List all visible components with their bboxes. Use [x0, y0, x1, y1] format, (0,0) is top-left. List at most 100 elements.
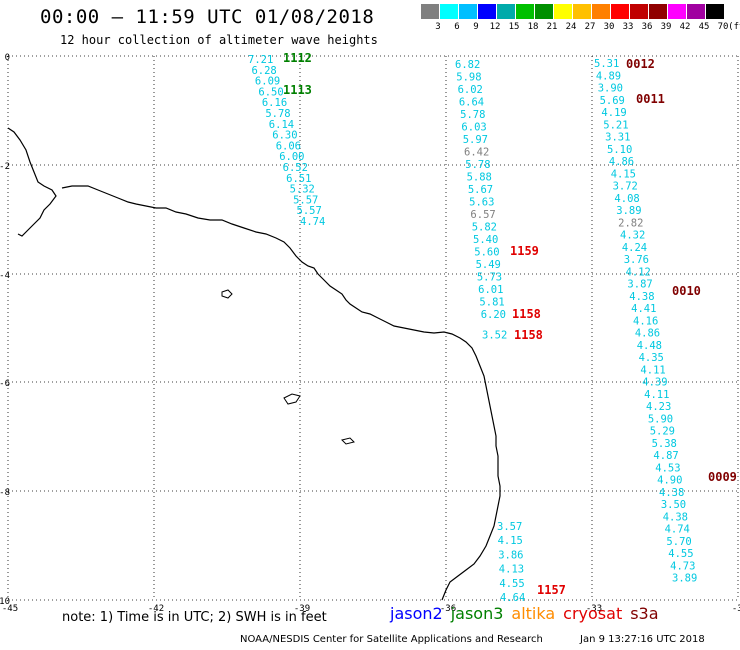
- y-tick-label: -6: [0, 379, 10, 389]
- x-tick-label: -45: [2, 604, 18, 614]
- swh-value: 3.52: [482, 330, 507, 342]
- color-swatch: [592, 4, 611, 19]
- color-scale-label: 33: [622, 22, 634, 32]
- pass-time-label: 1158: [514, 328, 543, 342]
- color-swatch: [706, 4, 725, 19]
- pass-time-label: 1112: [283, 51, 312, 65]
- swh-value: 5.88: [467, 172, 492, 184]
- swh-value: 6.02: [458, 84, 483, 96]
- color-scale-label: 15: [508, 22, 520, 32]
- swh-value: 6.57: [470, 209, 495, 221]
- swh-value: 4.38: [663, 511, 688, 523]
- footer-generated-date: Jan 9 13:27:16 UTC 2018: [580, 634, 705, 645]
- y-tick-label: -8: [0, 488, 10, 498]
- swh-value: 6.30: [272, 130, 297, 142]
- pass-time-label: 0010: [672, 284, 701, 298]
- swh-value: 5.10: [607, 144, 632, 156]
- swh-value: 5.40: [473, 234, 498, 246]
- color-swatch: [535, 4, 554, 19]
- pass-time-label: 0011: [636, 92, 665, 106]
- swh-value: 6.42: [464, 147, 489, 159]
- color-swatch: [516, 4, 535, 19]
- swh-value: 5.60: [474, 247, 499, 259]
- island-small-3: [341, 437, 355, 445]
- color-swatch: [421, 4, 440, 19]
- swh-value: 6.28: [251, 65, 276, 77]
- pass-time-label: 1159: [510, 244, 539, 258]
- page-title: 00:00 – 11:59 UTC 01/08/2018: [40, 6, 375, 28]
- swh-value: 7.21: [248, 54, 273, 66]
- color-scale-label: 30: [603, 22, 615, 32]
- swh-value: 3.86: [498, 549, 523, 561]
- swh-value: 5.49: [476, 259, 501, 271]
- pass-time-label: 1113: [283, 83, 312, 97]
- color-swatch: [668, 4, 687, 19]
- swh-value: 5.21: [603, 119, 628, 131]
- swh-value: 4.35: [639, 352, 664, 364]
- swh-value: 5.78: [465, 159, 490, 171]
- swh-value: 5.67: [468, 184, 493, 196]
- swh-value: 4.19: [601, 107, 626, 119]
- x-tick-label: -36: [440, 604, 456, 614]
- color-swatch: [611, 4, 630, 19]
- color-scale-label: 36: [641, 22, 653, 32]
- color-swatch: [687, 4, 706, 19]
- swh-value: 5.38: [652, 438, 677, 450]
- swh-value: 4.55: [668, 548, 693, 560]
- axis-ticks: -45 -42 -39 -36 -33 -30 0 -2 -4 -6 -8 -10: [0, 53, 740, 614]
- swh-value: 4.11: [640, 364, 665, 376]
- swh-value: 5.63: [469, 197, 494, 209]
- coastline: [61, 185, 501, 601]
- legend-entry-altika: altika: [511, 604, 556, 623]
- swh-value: 5.69: [600, 95, 625, 107]
- swh-value: 3.50: [661, 499, 686, 511]
- pass-time-label: 0009: [708, 470, 737, 484]
- color-swatch: [649, 4, 668, 19]
- island-small-2: [283, 393, 301, 405]
- color-scale-label: 39: [660, 22, 672, 32]
- swh-value: 5.78: [265, 108, 290, 120]
- legend-entry-jason3: jason3: [450, 604, 504, 623]
- color-scale-label: 21: [546, 22, 558, 32]
- swh-value: 6.64: [459, 97, 484, 109]
- swh-value: 6.20: [481, 309, 506, 321]
- swh-value: 5.29: [650, 426, 675, 438]
- color-swatch: [440, 4, 459, 19]
- color-scale-label: 18: [527, 22, 539, 32]
- swh-value: 5.82: [472, 222, 497, 234]
- swh-value: 6.01: [478, 284, 503, 296]
- swh-value: 4.24: [622, 242, 647, 254]
- satellite-legend: jason2 jason3 altika cryosat s3a: [390, 604, 667, 623]
- swh-value: 4.41: [631, 303, 656, 315]
- map-note: note: 1) Time is in UTC; 2) SWH is in fe…: [62, 610, 327, 625]
- swh-value: 4.73: [670, 560, 695, 572]
- pass-time-label: 1158: [512, 307, 541, 321]
- footer-credit: NOAA/NESDIS Center for Satellite Applica…: [240, 634, 543, 645]
- swh-value: 4.74: [665, 524, 690, 536]
- color-scale-label: 42: [679, 22, 691, 32]
- color-swatch: [459, 4, 478, 19]
- swh-value: 3.90: [598, 83, 623, 95]
- color-swatch: [630, 4, 649, 19]
- swh-value: 4.86: [609, 156, 634, 168]
- swh-value: 6.16: [262, 97, 287, 109]
- swh-value: 3.72: [613, 181, 638, 193]
- swh-value: 3.57: [497, 521, 522, 533]
- swh-value: 4.55: [499, 578, 524, 590]
- swh-value: 5.31: [594, 58, 619, 70]
- legend-entry-jason2: jason2: [390, 604, 443, 623]
- swh-value: 5.70: [666, 536, 691, 548]
- color-swatch: [478, 4, 497, 19]
- swh-value: 5.73: [477, 272, 502, 284]
- swh-value: 5.90: [648, 413, 673, 425]
- swh-value: 4.13: [499, 564, 524, 576]
- swh-value: 6.09: [255, 76, 280, 88]
- swh-value: 4.16: [633, 315, 658, 327]
- map-grid: [7, 55, 739, 601]
- y-tick-label: 0: [5, 53, 10, 63]
- swh-value: 6.50: [258, 86, 283, 98]
- swh-value: 6.06: [276, 140, 301, 152]
- swh-value: 3.89: [672, 573, 697, 585]
- swh-value: 2.82: [618, 217, 643, 229]
